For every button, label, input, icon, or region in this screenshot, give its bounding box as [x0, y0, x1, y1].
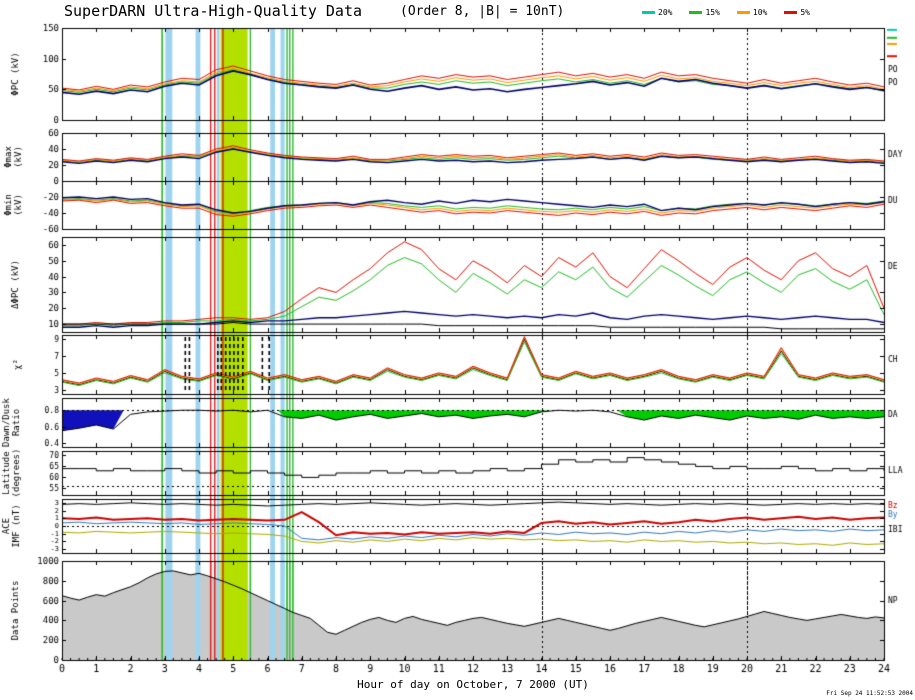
legend-item-5pct: 5% [784, 8, 810, 17]
timestamp: Fri Sep 24 11:52:53 2004 [826, 690, 913, 697]
legend: 20% 15% 10% 5% [642, 8, 810, 17]
page-title: SuperDARN Ultra-High-Quality Data [64, 2, 363, 20]
legend-label-5pct: 5% [800, 8, 810, 17]
legend-item-15pct: 15% [689, 8, 720, 17]
page-subtitle: (Order 8, |B| = 10nT) [400, 4, 565, 19]
legend-item-20pct: 20% [642, 8, 672, 17]
legend-item-10pct: 10% [736, 8, 768, 17]
legend-swatch-15pct-icon [689, 11, 703, 14]
legend-swatch-20pct-icon [642, 11, 655, 14]
legend-swatch-10pct-icon [736, 11, 750, 14]
legend-label-20pct: 20% [658, 8, 673, 17]
legend-label-15pct: 15% [705, 8, 720, 17]
x-axis-label: Hour of day on October, 7 2000 (UT) [357, 678, 589, 691]
legend-swatch-5pct-icon [784, 11, 798, 14]
legend-label-10pct: 10% [752, 8, 768, 17]
